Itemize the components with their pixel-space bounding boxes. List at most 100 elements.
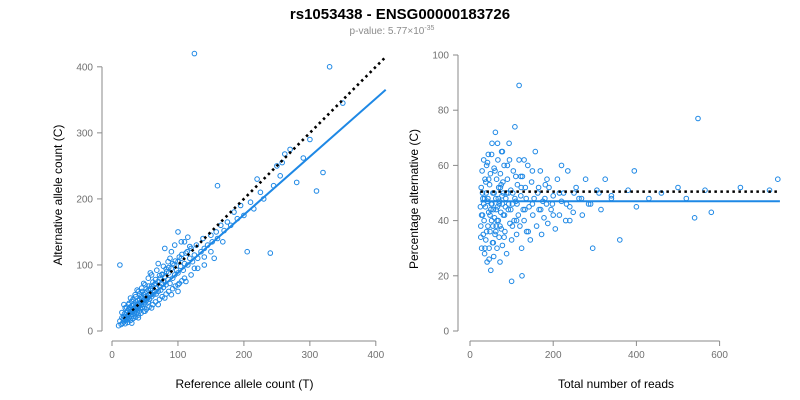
right-data-point [493,206,500,213]
left-y-axis-label: Alternative allele count (C) [51,125,65,266]
right-data-point [520,206,527,213]
left-data-point [247,199,254,205]
right-data-point [478,234,484,240]
left-data-point [167,255,173,262]
right-data-point [537,168,544,174]
right-data-point [499,242,506,249]
right-data-point [542,181,549,188]
left-data-point [155,301,161,308]
right-data-point [497,259,503,265]
left-data-point [214,235,221,242]
right-data-point [545,220,551,227]
left-data-point [194,265,201,272]
left-data-point [155,260,161,267]
right-data-point [499,201,506,207]
right-data-point [488,206,494,213]
right-data-point [565,168,571,174]
right-data-point [608,193,615,199]
left-reference-line [122,55,387,321]
right-data-point [538,231,545,238]
left-data-point [139,288,146,295]
right-data-point [517,223,523,229]
left-data-point [193,242,200,248]
right-data-point [521,217,527,224]
right-data-point [488,217,495,224]
right-data-point [554,176,561,182]
left-data-point [241,212,247,219]
left-data-point [119,309,125,316]
right-data-point [602,176,609,182]
right-data-point [483,190,490,196]
right-data-point [695,115,701,122]
right-data-point [478,184,485,191]
right-data-point [497,184,504,191]
right-data-point [535,190,541,196]
chart-title: rs1053438 - ENSG00000183726 [290,6,510,23]
right-data-point [589,245,596,251]
left-data-point [140,280,147,287]
left-x-tick-label: 200 [236,350,253,361]
right-data-point [617,237,623,243]
right-data-point [478,245,485,251]
left-data-point [147,270,154,276]
left-data-point [152,299,159,305]
right-data-point [546,184,552,191]
left-data-point [132,293,139,300]
right-data-point [567,204,573,210]
left-fit-line [123,89,387,322]
right-data-point [567,217,573,224]
left-data-point [126,300,132,307]
right-data-point [500,190,507,196]
right-data-point [529,168,536,174]
right-data-point [550,193,557,199]
right-data-point [481,217,487,224]
left-data-point [162,245,168,252]
left-data-point [160,263,167,270]
right-data-point [515,212,522,218]
right-data-point [529,201,536,207]
right-data-point [483,162,490,169]
right-data-point [480,157,487,163]
right-data-point [485,176,492,182]
right-data-point [486,256,492,263]
right-data-point [503,250,510,257]
right-data-point [535,184,542,191]
right-y-tick-label: 80 [438,106,450,117]
left-data-point [175,282,181,288]
right-data-point [544,176,550,182]
right-data-point [691,215,698,221]
right-data-point [550,212,557,218]
left-data-point [277,173,284,179]
left-data-point [175,288,181,295]
right-y-tick-label: 60 [438,161,450,172]
left-data-point [172,258,179,264]
right-data-point [556,212,563,218]
left-data-point [145,275,152,282]
right-data-point [513,217,520,224]
left-data-point [117,262,123,268]
left-data-point [313,188,320,194]
left-data-point [168,248,175,255]
left-data-point [244,248,250,255]
right-data-point [737,184,744,191]
right-data-point [486,181,493,188]
right-data-point [488,267,494,274]
right-data-point [490,239,497,246]
left-data-point [150,291,157,298]
left-data-point [213,229,219,235]
right-data-point [494,217,500,224]
right-data-point [527,237,534,243]
right-data-point [482,245,488,251]
right-data-point [508,237,515,243]
right-data-point [489,140,495,147]
left-y-tick-label: 300 [76,128,93,139]
left-data-point [135,315,142,321]
left-data-point [175,229,181,235]
right-data-point [485,151,492,158]
left-data-point [154,267,160,274]
left-x-axis-label: Reference allele count (T) [175,377,313,391]
right-data-point [483,237,489,243]
left-y-tick-label: 0 [87,327,93,338]
